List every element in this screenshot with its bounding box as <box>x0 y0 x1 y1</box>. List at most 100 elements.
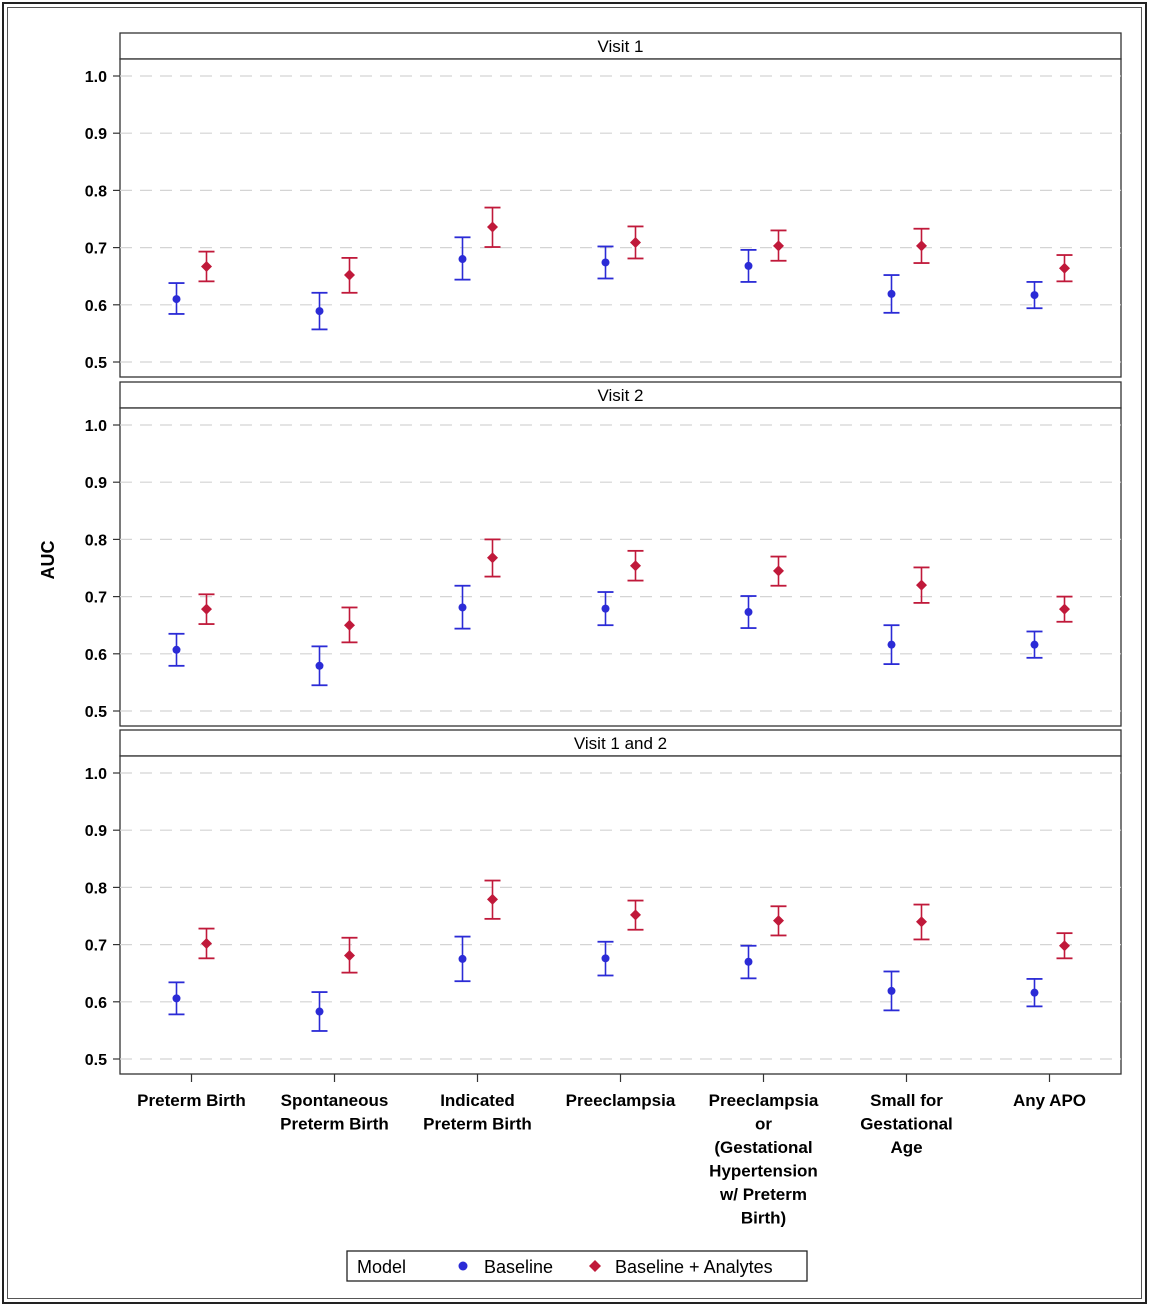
y-tick-label: 0.8 <box>85 183 107 200</box>
y-tick-label: 0.9 <box>85 823 107 840</box>
x-tick-label: Any APO <box>1013 1091 1086 1110</box>
baseline-analytes-point <box>916 240 927 252</box>
x-tick-label: Spontaneous Preterm Birth <box>280 1091 389 1134</box>
baseline-point <box>601 954 610 963</box>
x-tick-label-line: Preeclampsia <box>566 1091 676 1110</box>
panel-header <box>119 32 1122 60</box>
x-tick-label: Preterm Birth <box>137 1091 246 1110</box>
y-tick-label: 0.7 <box>85 241 107 258</box>
baseline-point <box>172 295 181 304</box>
x-tick-label-line: (Gestational <box>714 1138 812 1157</box>
x-tick-label-line: Gestational <box>860 1115 953 1134</box>
baseline-point <box>744 261 753 270</box>
y-tick-label: 1.0 <box>85 418 107 435</box>
baseline-analytes-point <box>630 560 641 572</box>
x-tick-label-line: Preterm Birth <box>137 1091 246 1110</box>
y-tick-label: 1.0 <box>85 69 107 86</box>
y-tick-label: 0.9 <box>85 475 107 492</box>
baseline-point <box>172 994 181 1003</box>
baseline-analytes-point <box>630 236 641 248</box>
x-axis: Preterm Birth Spontaneous Preterm Birth Ind… <box>137 1074 1086 1228</box>
x-tick-label: Preeclampsia <box>566 1091 676 1110</box>
baseline-analytes-point <box>487 552 498 564</box>
baseline-analytes-point <box>773 565 784 577</box>
legend-analytes-label: Baseline + Analytes <box>615 1257 773 1277</box>
panel-header <box>119 729 1122 757</box>
baseline-point <box>315 661 324 670</box>
x-tick-label-line: Indicated <box>440 1091 515 1110</box>
baseline-analytes-point <box>773 915 784 927</box>
x-tick-label-line: or <box>755 1115 772 1134</box>
x-tick-label-line: Spontaneous <box>281 1091 389 1110</box>
plot-area <box>119 755 1122 1075</box>
baseline-analytes-point <box>916 916 927 928</box>
y-tick-label: 0.6 <box>85 647 107 664</box>
y-tick-label: 0.9 <box>85 126 107 143</box>
y-tick-label: 0.6 <box>85 298 107 315</box>
baseline-point <box>1030 640 1039 649</box>
plot-area <box>119 58 1122 378</box>
x-tick-label: Small for Gestational Age <box>860 1091 953 1157</box>
legend-baseline-marker <box>458 1261 468 1271</box>
baseline-analytes-point <box>916 579 927 591</box>
legend-analytes-marker <box>589 1260 601 1272</box>
baseline-point <box>458 603 467 612</box>
y-tick-label: 0.7 <box>85 590 107 607</box>
baseline-point <box>601 258 610 267</box>
x-tick-label-line: Any APO <box>1013 1091 1086 1110</box>
plot-area <box>119 407 1122 727</box>
y-tick-label: 0.8 <box>85 532 107 549</box>
inner-frame <box>7 7 1142 1299</box>
baseline-analytes-point <box>344 619 355 631</box>
legend: Model Baseline Baseline + Analytes <box>346 1250 808 1282</box>
baseline-point <box>315 307 324 316</box>
baseline-point <box>744 608 753 617</box>
legend-box <box>346 1250 808 1282</box>
baseline-point <box>887 986 896 995</box>
y-tick-label: 0.5 <box>85 355 107 372</box>
baseline-analytes-point <box>344 949 355 961</box>
baseline-analytes-point <box>487 893 498 905</box>
panel-3: Visit 1 and 2 0.5 0.6 0.7 0.8 0.9 1.0 <box>85 729 1122 1075</box>
panel-header <box>119 381 1122 409</box>
x-tick-label-line: Small for <box>870 1091 943 1110</box>
chart-panels: Visit 1 0.5 0.6 0.7 0.8 0.9 1.0 Visit 2 0.5 0.6 0.… <box>85 32 1122 1075</box>
x-tick-label-line: Preterm Birth <box>280 1115 389 1134</box>
baseline-analytes-point <box>630 909 641 921</box>
y-tick-label: 0.5 <box>85 704 107 721</box>
baseline-analytes-point <box>201 260 212 272</box>
panel-title: Visit 1 and 2 <box>574 734 667 753</box>
x-tick-label: Preeclampsia or (Gestational Hypertension w/… <box>709 1091 819 1228</box>
y-tick-label: 0.7 <box>85 938 107 955</box>
baseline-point <box>887 289 896 298</box>
y-tick-label: 0.6 <box>85 995 107 1012</box>
baseline-point <box>744 957 753 966</box>
x-tick-label-line: Preeclampsia <box>709 1091 819 1110</box>
baseline-analytes-point <box>1059 603 1070 615</box>
panel-title: Visit 2 <box>598 386 644 405</box>
baseline-point <box>458 954 467 963</box>
baseline-point <box>887 640 896 649</box>
y-tick-label: 0.5 <box>85 1052 107 1069</box>
x-tick-label-line: Age <box>890 1138 922 1157</box>
baseline-analytes-point <box>344 269 355 281</box>
legend-baseline-label: Baseline <box>484 1257 553 1277</box>
legend-title: Model <box>357 1257 406 1277</box>
panel-1: Visit 1 0.5 0.6 0.7 0.8 0.9 1.0 <box>85 32 1122 378</box>
y-axis-title: AUC <box>38 541 58 580</box>
baseline-analytes-point <box>487 221 498 233</box>
x-tick-label-line: w/ Preterm <box>719 1185 807 1204</box>
panel-title: Visit 1 <box>598 37 644 56</box>
baseline-point <box>458 255 467 264</box>
baseline-analytes-point <box>773 240 784 252</box>
baseline-point <box>1030 291 1039 300</box>
x-tick-label-line: Birth) <box>741 1209 786 1228</box>
baseline-analytes-point <box>201 603 212 615</box>
baseline-point <box>1030 988 1039 997</box>
baseline-point <box>172 645 181 654</box>
y-tick-label: 0.8 <box>85 880 107 897</box>
panel-2: Visit 2 0.5 0.6 0.7 0.8 0.9 1.0 <box>85 381 1122 727</box>
x-tick-label-line: Hypertension <box>709 1162 818 1181</box>
